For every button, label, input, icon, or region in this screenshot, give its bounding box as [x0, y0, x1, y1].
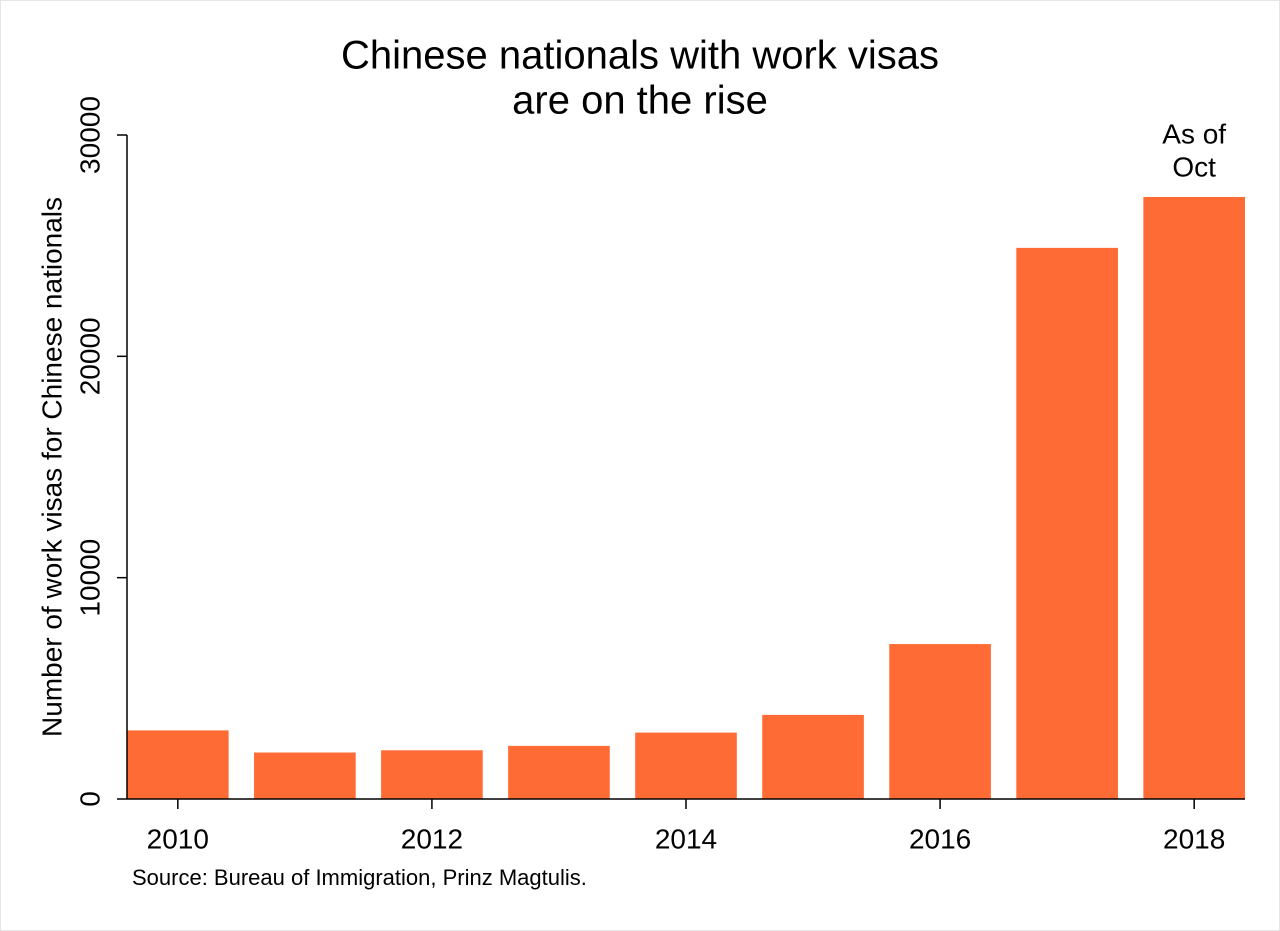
bar — [889, 644, 991, 799]
bar — [1016, 247, 1118, 799]
x-tick-label: 2010 — [147, 823, 209, 854]
x-tick-label: 2012 — [401, 823, 463, 854]
y-tick-label: 0 — [74, 791, 105, 807]
bar — [127, 730, 229, 799]
annotation: Oct — [1172, 151, 1216, 182]
bar — [635, 732, 737, 799]
x-tick-label: 2016 — [909, 823, 971, 854]
x-tick-label: 2014 — [655, 823, 717, 854]
bar — [254, 752, 356, 799]
bar — [381, 750, 483, 799]
y-axis-title: Number of work visas for Chinese nationa… — [36, 197, 67, 737]
bar — [508, 745, 610, 799]
bar — [1143, 196, 1245, 799]
source-note: Source: Bureau of Immigration, Prinz Mag… — [132, 865, 587, 890]
x-tick-label: 2018 — [1163, 823, 1225, 854]
chart-title: are on the rise — [512, 79, 768, 123]
y-tick-label: 10000 — [74, 539, 105, 617]
chart-title: Chinese nationals with work visas — [341, 34, 939, 78]
y-tick-label: 30000 — [74, 96, 105, 174]
bar — [762, 714, 864, 799]
y-tick-label: 20000 — [74, 317, 105, 395]
annotation: As of — [1162, 118, 1226, 149]
